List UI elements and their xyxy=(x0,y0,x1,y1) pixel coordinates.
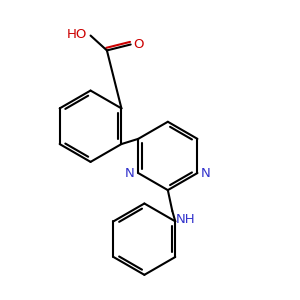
Text: NH: NH xyxy=(175,213,195,226)
Text: N: N xyxy=(125,167,135,179)
Text: N: N xyxy=(201,167,211,179)
Text: O: O xyxy=(134,38,144,51)
Text: HO: HO xyxy=(67,28,88,40)
